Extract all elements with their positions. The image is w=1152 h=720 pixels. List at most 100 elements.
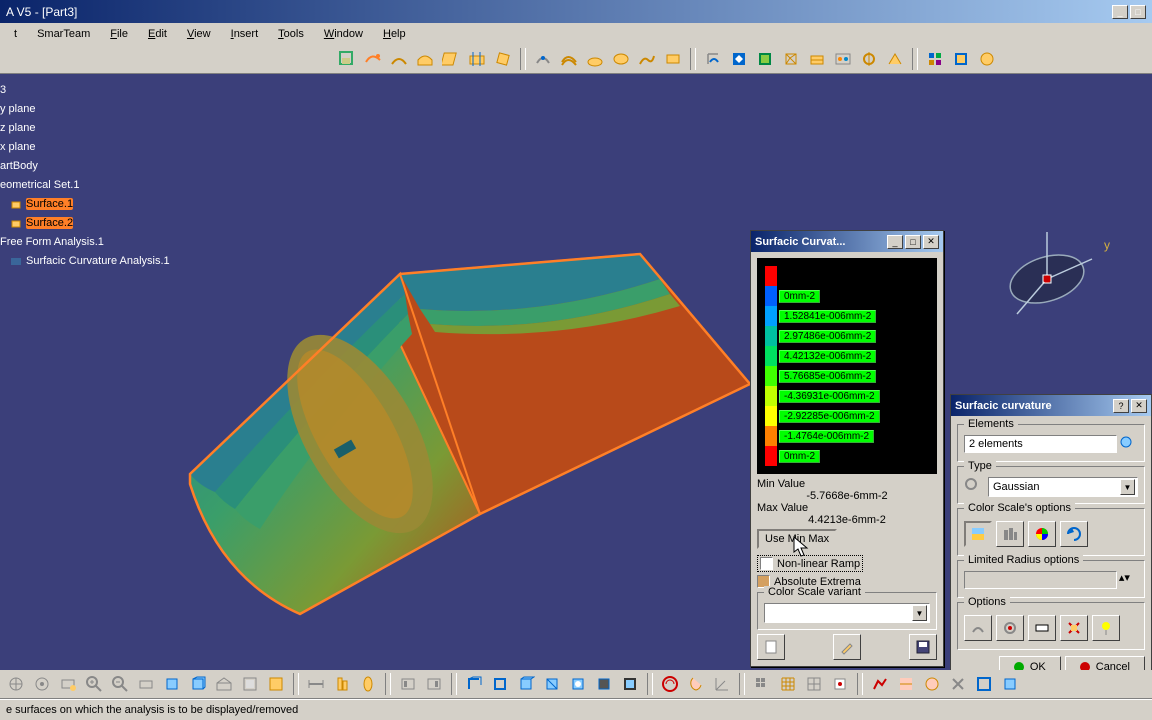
menu-tools[interactable]: Tools xyxy=(268,26,314,42)
dialog-titlebar[interactable]: Surfacic curvature ? ✕ xyxy=(951,395,1151,416)
tool-icon[interactable] xyxy=(710,672,734,696)
analysis-surface[interactable] xyxy=(160,224,760,644)
tool-icon[interactable] xyxy=(396,672,420,696)
tool-icon[interactable] xyxy=(304,672,328,696)
tool-icon[interactable] xyxy=(701,47,725,71)
type-icon[interactable] xyxy=(964,477,986,497)
viewport-3d[interactable]: 3 y plane z plane x plane artBody eometr… xyxy=(0,74,1152,670)
option-icon[interactable] xyxy=(964,615,992,641)
scale-label[interactable]: 5.76685e-006mm-2 xyxy=(779,370,876,383)
save-icon[interactable] xyxy=(909,634,937,660)
tree-plane[interactable]: z plane xyxy=(0,119,176,137)
tool-icon[interactable] xyxy=(387,47,411,71)
menu-smarteam[interactable]: SmarTeam xyxy=(27,26,100,42)
tool-icon[interactable] xyxy=(975,47,999,71)
spec-tree[interactable]: 3 y plane z plane x plane artBody eometr… xyxy=(0,80,176,271)
tool-icon[interactable] xyxy=(413,47,437,71)
tool-icon[interactable] xyxy=(356,672,380,696)
nonlinear-checkbox[interactable] xyxy=(760,557,773,570)
cancel-button[interactable]: Cancel xyxy=(1065,656,1145,670)
tool-icon[interactable] xyxy=(592,672,616,696)
edit-icon[interactable] xyxy=(833,634,861,660)
tool-icon[interactable] xyxy=(946,672,970,696)
tool-icon[interactable] xyxy=(883,47,907,71)
tree-sca[interactable]: Surfacic Curvature Analysis.1 xyxy=(0,252,176,270)
tool-icon[interactable] xyxy=(56,672,80,696)
cs-option-icon[interactable] xyxy=(1060,521,1088,547)
dialog-titlebar[interactable]: Surfacic Curvat... _ □ ✕ xyxy=(751,231,943,252)
tree-plane[interactable]: x plane xyxy=(0,138,176,156)
menu-start[interactable]: t xyxy=(4,26,27,42)
maximize-icon[interactable]: □ xyxy=(905,235,921,249)
tool-icon[interactable] xyxy=(557,47,581,71)
tool-icon[interactable] xyxy=(949,47,973,71)
tool-icon[interactable] xyxy=(465,47,489,71)
tool-icon[interactable] xyxy=(857,47,881,71)
cs-option-icon[interactable] xyxy=(1028,521,1056,547)
tree-surface[interactable]: Surface.1 xyxy=(0,195,176,213)
tool-icon[interactable] xyxy=(805,47,829,71)
cs-option-icon[interactable] xyxy=(996,521,1024,547)
maximize-button[interactable]: □ xyxy=(1130,5,1146,19)
color-scale-variant-select[interactable]: ▼ xyxy=(764,603,930,623)
tool-icon[interactable] xyxy=(609,47,633,71)
tree-geomset[interactable]: eometrical Set.1 xyxy=(0,176,176,194)
tool-icon[interactable] xyxy=(998,672,1022,696)
option-icon[interactable] xyxy=(1028,615,1056,641)
help-icon[interactable]: ? xyxy=(1113,399,1129,413)
option-icon[interactable] xyxy=(996,615,1024,641)
tool-icon[interactable] xyxy=(635,47,659,71)
curvature-dialog[interactable]: Surfacic curvature ? ✕ Elements Type Gau… xyxy=(950,394,1152,670)
menu-edit[interactable]: Edit xyxy=(138,26,177,42)
tool-icon[interactable] xyxy=(264,672,288,696)
type-select[interactable]: Gaussian▼ xyxy=(988,477,1138,497)
scale-label[interactable]: 0mm-2 xyxy=(779,290,820,303)
tool-icon[interactable] xyxy=(514,672,538,696)
tool-icon[interactable] xyxy=(566,672,590,696)
tool-icon[interactable] xyxy=(30,672,54,696)
menu-help[interactable]: Help xyxy=(373,26,416,42)
scale-label[interactable]: 2.97486e-006mm-2 xyxy=(779,330,876,343)
tool-icon[interactable] xyxy=(779,47,803,71)
use-min-max-button[interactable]: Use Min Max xyxy=(757,529,837,549)
tool-icon[interactable] xyxy=(583,47,607,71)
tool-icon[interactable] xyxy=(531,47,555,71)
tool-icon[interactable] xyxy=(923,47,947,71)
tree-body[interactable]: artBody xyxy=(0,157,176,175)
zoom-in-icon[interactable] xyxy=(82,672,106,696)
scale-label[interactable]: 4.42132e-006mm-2 xyxy=(779,350,876,363)
tool-icon[interactable] xyxy=(4,672,28,696)
menu-file[interactable]: File xyxy=(100,26,138,42)
close-icon[interactable]: ✕ xyxy=(1131,399,1147,413)
tool-icon[interactable] xyxy=(727,47,751,71)
tool-icon[interactable] xyxy=(422,672,446,696)
tool-icon[interactable] xyxy=(462,672,486,696)
tool-icon[interactable] xyxy=(488,672,512,696)
tool-icon[interactable] xyxy=(868,672,892,696)
zoom-out-icon[interactable] xyxy=(108,672,132,696)
tool-icon[interactable] xyxy=(439,47,463,71)
tool-icon[interactable] xyxy=(330,672,354,696)
tool-icon[interactable] xyxy=(894,672,918,696)
tool-icon[interactable] xyxy=(750,672,774,696)
tool-icon[interactable] xyxy=(238,672,262,696)
option-icon[interactable] xyxy=(1092,615,1120,641)
tool-icon[interactable] xyxy=(212,672,236,696)
tree-part[interactable]: 3 xyxy=(0,81,176,99)
grid-icon[interactable] xyxy=(776,672,800,696)
tree-plane[interactable]: y plane xyxy=(0,100,176,118)
scale-label[interactable]: 0mm-2 xyxy=(779,450,820,463)
tool-icon[interactable] xyxy=(920,672,944,696)
tool-icon[interactable] xyxy=(134,672,158,696)
ok-button[interactable]: OK xyxy=(999,656,1061,670)
cs-option-icon[interactable] xyxy=(964,521,992,547)
minimize-button[interactable]: _ xyxy=(1112,5,1128,19)
new-icon[interactable] xyxy=(757,634,785,660)
tool-icon[interactable] xyxy=(335,47,359,71)
scale-label[interactable]: -2.92285e-006mm-2 xyxy=(779,410,880,423)
compass-3d[interactable]: y xyxy=(1002,224,1102,324)
tool-icon[interactable] xyxy=(160,672,184,696)
tree-ffa[interactable]: Free Form Analysis.1 xyxy=(0,233,176,251)
menu-window[interactable]: Window xyxy=(314,26,373,42)
tool-icon[interactable] xyxy=(540,672,564,696)
